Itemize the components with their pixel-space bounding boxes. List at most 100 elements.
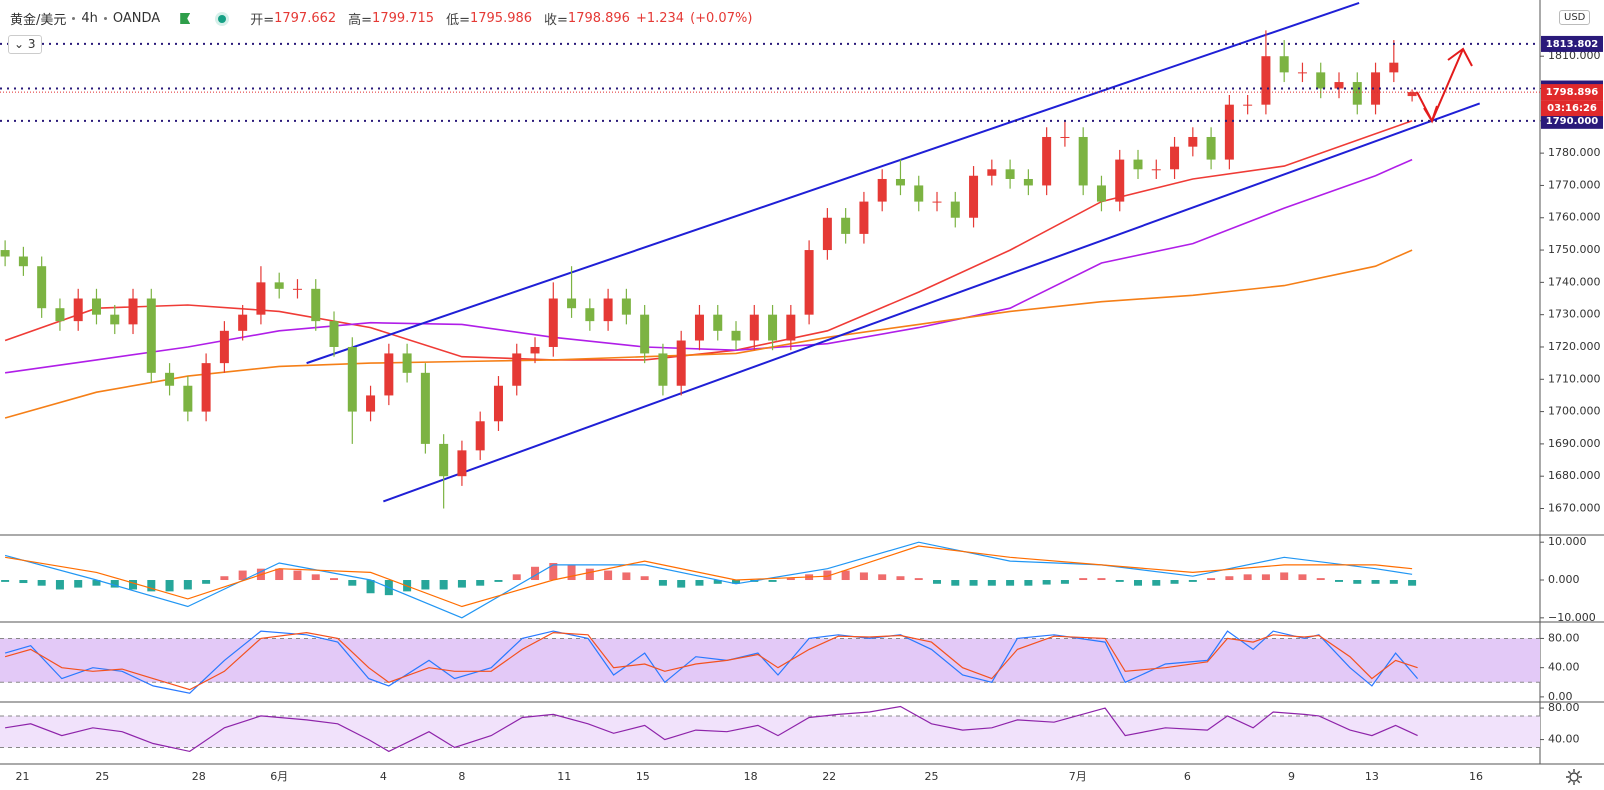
y-tick-label: 1780.000 — [1548, 146, 1601, 159]
low-label: 低= — [446, 13, 470, 28]
histogram-bar — [1134, 580, 1143, 586]
gear-core[interactable] — [1569, 772, 1579, 782]
indicator-line — [5, 705, 1418, 753]
low-value: 1795.986 — [469, 11, 533, 26]
histogram-bar — [147, 580, 156, 592]
flag-icon[interactable] — [180, 13, 191, 24]
arrow-head — [1447, 47, 1473, 67]
x-tick-label: 15 — [636, 770, 650, 783]
x-tick-label: 4 — [380, 770, 387, 783]
y-tick-label: 0.000 — [1548, 573, 1580, 586]
candle-body — [292, 288, 302, 290]
candle-body — [1151, 169, 1161, 171]
histogram-bar — [129, 580, 138, 590]
histogram-bar — [293, 570, 302, 581]
candle-body — [37, 266, 47, 309]
histogram-bar — [1371, 580, 1380, 584]
histogram-bar — [1298, 574, 1307, 581]
histogram-bar — [567, 564, 576, 581]
histogram-bar — [1389, 580, 1398, 584]
candle-body — [73, 298, 83, 322]
candle-body — [493, 385, 503, 422]
candle-body — [1115, 159, 1125, 202]
histogram-bar — [658, 580, 667, 586]
indicator-toggle[interactable]: ⌄ 3 — [8, 35, 42, 54]
histogram-bar — [1, 580, 10, 582]
arrow-path — [1416, 48, 1464, 124]
candle-body — [1297, 72, 1307, 74]
histogram-bar — [896, 576, 905, 581]
histogram-bar — [768, 580, 777, 582]
histogram-bar — [1060, 580, 1069, 584]
histogram-bar — [1079, 578, 1088, 581]
level-label-box — [1541, 112, 1603, 129]
histogram-bar — [1115, 580, 1124, 582]
histogram-bar — [878, 574, 887, 581]
candle-body — [658, 353, 668, 386]
y-tick-label: 1680.000 — [1548, 469, 1601, 482]
x-tick-label: 28 — [192, 770, 206, 783]
separator — [72, 17, 76, 20]
settings-icon[interactable] — [1566, 769, 1582, 785]
candle-body — [91, 298, 101, 315]
candle-body — [183, 385, 193, 412]
histogram-bar — [110, 580, 119, 588]
candle-body — [914, 185, 924, 202]
histogram-bar — [823, 570, 832, 581]
candle-body — [859, 201, 869, 234]
candle-body — [201, 363, 211, 412]
candle-body — [347, 346, 357, 412]
candle-body — [1279, 56, 1289, 73]
gear-teeth[interactable] — [1566, 769, 1582, 785]
candle-body — [1261, 56, 1271, 105]
candle-body — [219, 330, 229, 364]
last-price-box — [1541, 84, 1603, 101]
histogram-bar — [275, 568, 284, 581]
histogram-bar — [1097, 578, 1106, 581]
y-tick-label: 10.000 — [1548, 535, 1587, 548]
y-tick-label: 1700.000 — [1548, 405, 1601, 418]
level-label-box — [1541, 35, 1603, 52]
x-tick-label: 25 — [95, 770, 109, 783]
candle-body — [987, 169, 997, 176]
close-value: 1798.896 — [567, 11, 630, 26]
candle-body — [1078, 136, 1088, 186]
candle-body — [969, 175, 979, 218]
histogram-bar — [494, 580, 503, 582]
candle-body — [932, 201, 942, 203]
level-label: 1813.802 — [1546, 39, 1599, 50]
candle-body — [713, 314, 723, 331]
candle-body — [694, 314, 704, 341]
candle-body — [329, 321, 339, 347]
indicator-line — [4, 631, 1418, 691]
y-tick-label: 80.00 — [1548, 701, 1580, 714]
x-tick-label: 6 — [1184, 770, 1191, 783]
interval: 4h — [81, 11, 98, 26]
candle-body — [640, 314, 650, 354]
x-tick-label: 13 — [1365, 770, 1379, 783]
candle-body — [768, 314, 778, 341]
currency-badge[interactable]: USD — [1559, 10, 1591, 25]
histogram-bar — [677, 580, 686, 588]
candle-body — [1389, 62, 1399, 73]
x-tick-label: 21 — [15, 770, 29, 783]
x-tick-label: 22 — [822, 770, 836, 783]
histogram-bar — [202, 580, 211, 584]
histogram-bar — [1353, 580, 1362, 584]
candle-body — [256, 282, 266, 315]
x-tick-label: 18 — [744, 770, 758, 783]
candle-body — [55, 308, 65, 322]
candle-body — [1407, 92, 1417, 97]
histogram-bar — [348, 580, 357, 586]
candle-body — [384, 353, 394, 396]
x-tick-label: 8 — [458, 770, 465, 783]
histogram-bar — [1335, 580, 1344, 582]
histogram-bar — [476, 580, 485, 586]
histogram-bar — [604, 570, 613, 581]
histogram-bar — [55, 580, 64, 590]
candle-body — [1005, 169, 1015, 179]
change: +1.234 — [635, 11, 685, 26]
candle-body — [1023, 178, 1033, 186]
histogram-bar — [421, 580, 430, 590]
candle-body — [1334, 82, 1344, 89]
